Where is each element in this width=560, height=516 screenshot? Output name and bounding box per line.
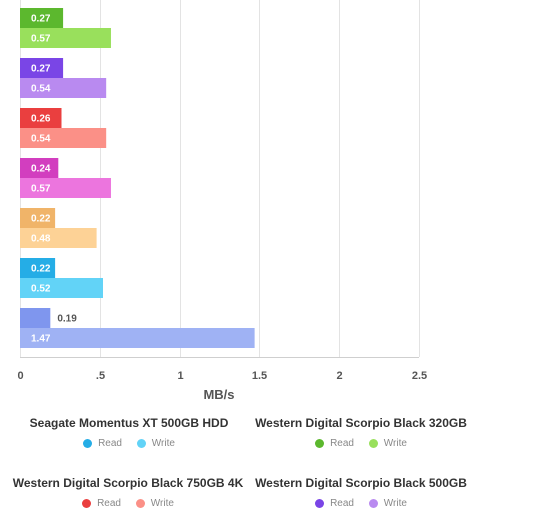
bar-value-label: 0.27 [31, 64, 51, 75]
legend-items: Read Write [248, 498, 474, 511]
legend-items: Read Write [6, 498, 250, 511]
bar-value-label: 0.54 [31, 134, 51, 145]
legend-write-entry[interactable]: Write [135, 498, 174, 509]
x-axis-ticks: 0 .5 1 1.5 2 2.5 [17, 370, 427, 382]
legend-read-entry[interactable]: Read [83, 438, 122, 449]
x-tick-label: 2.5 [412, 370, 427, 382]
x-tick-label: 1.5 [252, 370, 267, 382]
bar-write[interactable] [20, 278, 103, 298]
write-dot-icon [368, 499, 378, 508]
bar-write[interactable] [20, 28, 111, 48]
bar-value-label: 0.52 [31, 284, 51, 295]
read-dot-icon [83, 439, 93, 448]
grid-lines [20, 0, 420, 358]
legend-write-entry[interactable]: Write [368, 438, 407, 449]
legend-read-entry[interactable]: Read [315, 438, 354, 449]
write-dot-icon [135, 499, 145, 508]
bar-read[interactable] [20, 158, 59, 178]
legend-write-entry[interactable]: Write [136, 438, 175, 449]
bar-chart: 0.27 0.57 0.27 0.54 0.26 0.54 0.24 0.57 0.22 0.48… [17, 0, 427, 400]
legend-group-wd-500gb: Western Digital Scorpio Black 500GB Read… [248, 476, 474, 511]
bar-value-label: 0.19 [57, 314, 77, 325]
bar-value-label: 0.26 [31, 114, 51, 125]
x-axis-label: MB/s [203, 387, 234, 400]
bar-value-label: 0.24 [31, 164, 51, 175]
legend-items: Read Write [248, 438, 474, 451]
x-tick-label: 1 [177, 370, 183, 382]
bar-write[interactable] [20, 78, 107, 98]
x-tick-label: 0 [17, 370, 23, 382]
bar-read[interactable] [20, 58, 64, 78]
legend-items: Read Write [16, 438, 242, 451]
bar-read[interactable] [20, 308, 51, 328]
bar-read[interactable] [20, 258, 56, 278]
legend-read-entry[interactable]: Read [315, 498, 354, 509]
x-tick-label: .5 [96, 370, 105, 382]
bar-write[interactable] [20, 178, 111, 198]
legend-title: Seagate Momentus XT 500GB HDD [29, 416, 229, 430]
write-dot-icon [368, 439, 378, 448]
legend-title: Western Digital Scorpio Black 320GB [255, 416, 467, 430]
read-dot-icon [315, 499, 325, 508]
legend-group-wd-750gb-4k: Western Digital Scorpio Black 750GB 4K R… [6, 476, 250, 511]
read-dot-icon [82, 499, 92, 508]
bar-value-label: 0.57 [31, 34, 51, 45]
read-dot-icon [315, 439, 325, 448]
bar-write[interactable] [20, 128, 107, 148]
bar-value-label: 0.54 [31, 84, 51, 95]
bar-write[interactable] [20, 228, 97, 248]
legend-title: Western Digital Scorpio Black 500GB [255, 476, 467, 490]
legend-title: Western Digital Scorpio Black 750GB 4K [12, 476, 244, 490]
legend-group-seagate: Seagate Momentus XT 500GB HDD Read Write [16, 416, 242, 451]
bar-read[interactable] [20, 108, 62, 128]
bar-value-label: 0.57 [31, 184, 51, 195]
bar-value-label: 0.22 [31, 264, 51, 275]
bar-value-label: 0.27 [31, 14, 51, 25]
bar-value-label: 0.48 [31, 234, 51, 245]
bar-read[interactable] [20, 208, 56, 228]
legend-read-entry[interactable]: Read [82, 498, 121, 509]
legend-write-entry[interactable]: Write [368, 498, 407, 509]
bar-write[interactable] [20, 328, 255, 348]
x-tick-label: 2 [336, 370, 342, 382]
bar-value-label: 1.47 [31, 334, 51, 345]
bar-read[interactable] [20, 8, 64, 28]
write-dot-icon [136, 439, 146, 448]
bar-value-label: 0.22 [31, 214, 51, 225]
legend-group-wd-320gb: Western Digital Scorpio Black 320GB Read… [248, 416, 474, 451]
bar-series: 0.27 0.57 0.27 0.54 0.26 0.54 0.24 0.57 0.22 0.48… [20, 8, 255, 348]
